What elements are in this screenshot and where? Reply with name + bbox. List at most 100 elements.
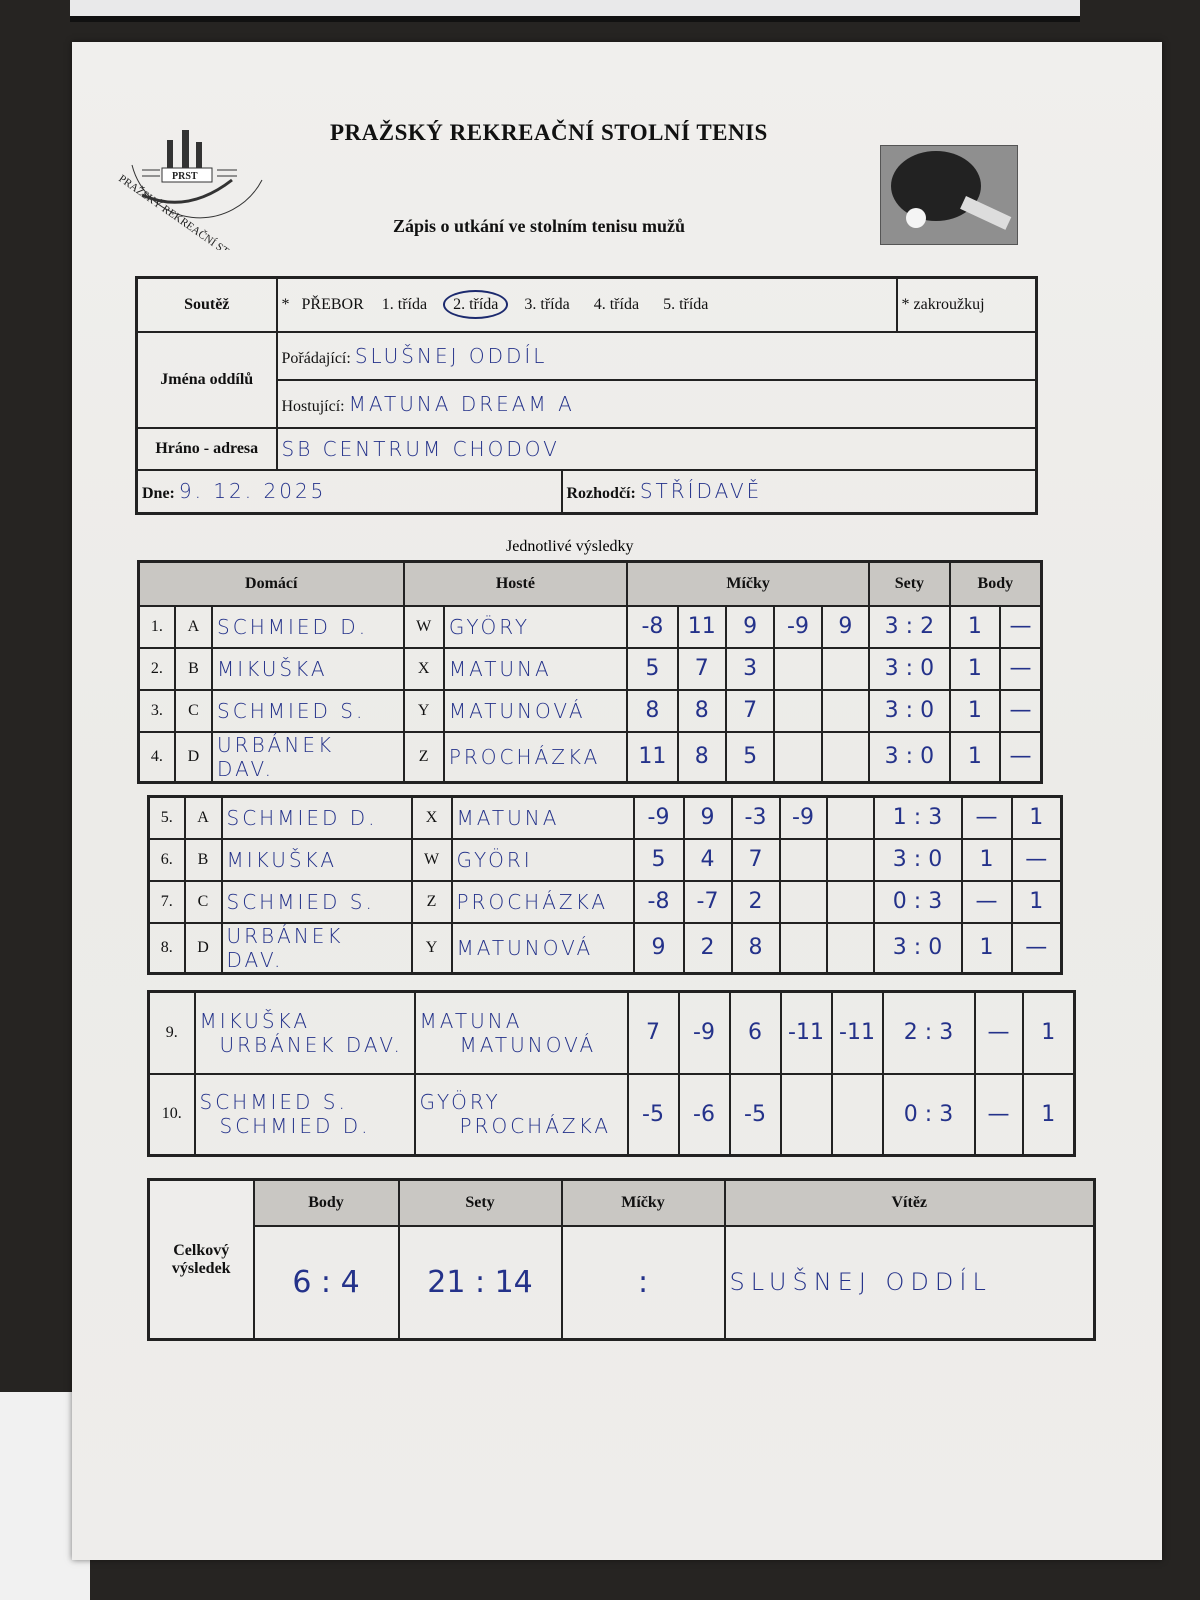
doubles-table: 9. MIKUŠKA URBÁNEK DAV. MATUNA MATUNOVÁ 7 -9 6-…	[147, 990, 1076, 1157]
match-number: 8.	[147, 921, 186, 974]
home-point: —	[960, 795, 1013, 840]
game-score	[825, 795, 875, 840]
home-point: 1	[948, 688, 1002, 733]
game-score	[778, 921, 828, 974]
match-row: 1. A SCHMIED D. W GYÖRY -8 11 9 -9 9 3 : 2 1—	[137, 604, 1043, 649]
singles-table-1: Domácí Hosté Míčky Sety Body 1. A SCHMIED …	[137, 560, 1043, 784]
home-player-2: URBÁNEK DAV.	[219, 1032, 403, 1057]
match-row: 2. B MIKUŠKA X MATUNA 5 7 3 3 : 0 1—	[137, 646, 1043, 691]
game-score: -8	[632, 879, 685, 924]
sets-score: 2 : 3	[881, 990, 976, 1075]
match-info-table: Soutěž * PŘEBOR 1. třída 2. třída 3. tří…	[135, 276, 1039, 515]
match-number: 6.	[147, 837, 186, 882]
home-player: MIKUŠKA	[211, 646, 405, 691]
header-sets: Sety	[868, 560, 951, 607]
game-score: 7	[730, 837, 781, 882]
header-home: Domácí	[137, 560, 405, 607]
game-score: 7	[626, 990, 680, 1075]
game-score	[779, 1072, 833, 1157]
game-score	[773, 730, 823, 783]
sets-score: 3 : 0	[872, 837, 963, 882]
match-number: 2.	[137, 646, 176, 691]
class-2-circled: 2. třída	[443, 289, 509, 319]
game-score: 8	[730, 921, 781, 974]
singles-table-2: 5. A SCHMIED D. X MATUNA -9 9 -3 -9 1 : 3—1 6. B MIK…	[147, 795, 1063, 975]
game-score: 7	[724, 688, 776, 733]
guest-letter: W	[410, 837, 453, 882]
header-balls: Míčky	[626, 560, 871, 607]
game-score	[825, 837, 875, 882]
class-1: 1. třída	[381, 295, 428, 313]
total-balls-label: Míčky	[560, 1178, 726, 1227]
sets-score: 3 : 2	[868, 604, 951, 649]
home-letter: A	[173, 604, 214, 649]
guest-point: —	[999, 688, 1043, 733]
header-guest: Hosté	[402, 560, 629, 607]
guest-letter: X	[410, 795, 453, 840]
game-score: 2	[682, 921, 733, 974]
guest-letter: Z	[410, 879, 453, 924]
total-sets: 21 : 14	[397, 1224, 563, 1341]
home-player: MIKUŠKA	[220, 837, 413, 882]
date-value: 9. 12. 2025	[178, 479, 327, 504]
guest-player: GYÖRY	[442, 604, 629, 649]
game-score: -3	[730, 795, 781, 840]
game-score: 9	[820, 604, 871, 649]
doubles-row: 10. SCHMIED S. SCHMIED D. GYÖRY PROCHÁZKA -5-…	[147, 1072, 1076, 1157]
game-score: 9	[682, 795, 733, 840]
home-point: —	[973, 990, 1024, 1075]
guest-player: MATUNOVÁ	[442, 688, 629, 733]
home-player: URBÁNEK DAV.	[220, 921, 413, 974]
sets-score: 3 : 0	[868, 730, 951, 783]
game-score: -9	[778, 795, 828, 840]
game-score: 5	[626, 646, 679, 691]
game-score: 9	[632, 921, 685, 974]
game-score: -6	[677, 1072, 731, 1157]
home-player-1: MIKUŠKA	[199, 1008, 311, 1033]
star: *	[281, 295, 290, 313]
total-label: Celkový výsledek	[147, 1178, 255, 1341]
home-letter: A	[183, 795, 223, 840]
game-score: 5	[632, 837, 685, 882]
address-value: SB CENTRUM CHODOV	[275, 426, 1038, 471]
class-5: 5. třída	[663, 295, 709, 313]
sets-score: 3 : 0	[868, 646, 951, 691]
header-points: Body	[948, 560, 1043, 607]
game-score: -11	[779, 990, 833, 1075]
match-row: 6. B MIKUŠKA W GYÖRI 5 4 7 3 : 0 1—	[147, 837, 1063, 882]
home-player: SCHMIED S.	[220, 879, 413, 924]
page-title: PRAŽSKÝ REKREAČNÍ STOLNÍ TENIS	[330, 120, 768, 145]
game-score: 6	[728, 990, 782, 1075]
section-title: Jednotlivé výsledky	[506, 538, 634, 555]
svg-text:PRAŽSKÝ REKREAČNÍ STOLNÍ TENIS: PRAŽSKÝ REKREAČNÍ STOLNÍ TENIS	[116, 173, 280, 250]
game-score: 8	[676, 688, 727, 733]
game-score: 3	[724, 646, 776, 691]
game-score	[830, 1072, 884, 1157]
match-number: 1.	[137, 604, 176, 649]
date-label: Dne:	[142, 485, 175, 503]
home-point: 1	[948, 646, 1002, 691]
sets-score: 0 : 3	[881, 1072, 976, 1157]
total-balls: :	[560, 1224, 726, 1341]
game-score: 9	[724, 604, 776, 649]
guest-letter: Y	[402, 688, 445, 733]
sets-score: 3 : 0	[872, 921, 963, 974]
home-player-2: SCHMIED D.	[219, 1114, 371, 1139]
home-player: SCHMIED D.	[220, 795, 413, 840]
total-points: 6 : 4	[252, 1224, 400, 1341]
prst-logo: PRAŽSKÝ REKREAČNÍ STOLNÍ TENIS PRST	[112, 120, 282, 292]
sets-score: 3 : 0	[868, 688, 951, 733]
doubles-row: 9. MIKUŠKA URBÁNEK DAV. MATUNA MATUNOVÁ 7 -9 6-…	[147, 990, 1076, 1075]
winner-value: SLUŠNEJ ODDÍL	[723, 1224, 1096, 1341]
address-label: Hráno - adresa	[135, 426, 278, 471]
guest-player: MATUNA	[450, 795, 635, 840]
home-point: 1	[948, 604, 1002, 649]
home-pair: MIKUŠKA URBÁNEK DAV.	[193, 990, 416, 1075]
class-4: 4. třída	[593, 295, 640, 313]
home-letter: C	[183, 879, 223, 924]
home-letter: D	[173, 730, 214, 783]
game-score: -7	[682, 879, 733, 924]
game-score: 7	[676, 646, 727, 691]
guest-point: —	[999, 646, 1043, 691]
game-score: 4	[682, 837, 733, 882]
